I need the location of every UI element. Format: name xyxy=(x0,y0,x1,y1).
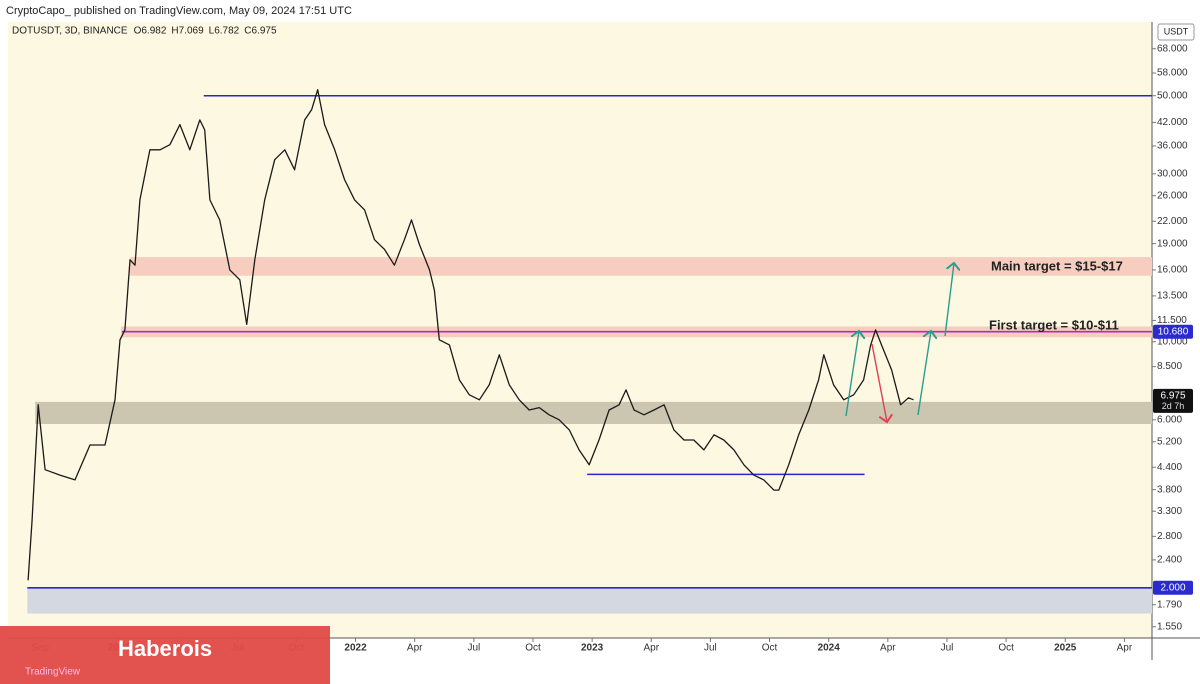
x-tick-label: 2024 xyxy=(818,643,841,654)
currency: USDT xyxy=(1164,26,1189,36)
y-tick-label: 2.400 xyxy=(1157,555,1182,566)
level-badge-label: 2.000 xyxy=(1160,582,1185,593)
arrow xyxy=(917,331,931,416)
y-tick-label: 36.000 xyxy=(1157,141,1188,152)
zone xyxy=(130,257,1152,276)
y-tick-label: 26.000 xyxy=(1157,190,1188,201)
y-tick-label: 68.000 xyxy=(1157,43,1188,54)
ohlc-key: O xyxy=(134,26,142,37)
x-tick-label: 2025 xyxy=(1054,643,1077,654)
y-tick-label: 58.000 xyxy=(1157,68,1188,79)
y-tick-label: 19.000 xyxy=(1157,238,1188,249)
ohlc-key: L xyxy=(209,26,215,37)
x-tick-label: Jul xyxy=(467,643,480,654)
y-tick-label: 3.800 xyxy=(1157,484,1182,495)
y-tick-label: 8.500 xyxy=(1157,361,1182,372)
x-tick-label: Apr xyxy=(1117,643,1133,654)
x-tick-label: 2022 xyxy=(344,643,367,654)
x-tick-label: Oct xyxy=(998,643,1014,654)
ohlc-value: 6.982 xyxy=(141,26,166,37)
y-tick-label: 22.000 xyxy=(1157,216,1188,227)
ohlc-key: C xyxy=(244,26,251,37)
y-tick-label: 1.790 xyxy=(1157,599,1182,610)
y-tick-label: 3.300 xyxy=(1157,506,1182,517)
x-tick-label: Apr xyxy=(643,643,659,654)
y-tick-label: 13.500 xyxy=(1157,291,1188,302)
zone xyxy=(27,587,1152,614)
arrow xyxy=(871,343,887,422)
y-tick-label: 50.000 xyxy=(1157,90,1188,101)
x-tick-label: Apr xyxy=(407,643,423,654)
symbol: DOTUSDT, 3D, BINANCE xyxy=(12,26,128,37)
y-tick-label: 16.000 xyxy=(1157,265,1188,276)
last-price-badge xyxy=(1153,388,1193,413)
annotation: First target = $10-$11 xyxy=(989,317,1119,332)
level-badge-label: 10.680 xyxy=(1158,326,1189,337)
y-tick-label: 1.550 xyxy=(1157,621,1182,632)
ohlc-value: 7.069 xyxy=(179,26,204,37)
zone xyxy=(35,401,1153,424)
currency-box xyxy=(1157,23,1195,41)
watermark: Haberois xyxy=(118,636,212,661)
footer-logo: TradingView xyxy=(25,667,81,678)
ohlc-key: H xyxy=(171,26,178,37)
ohlc-value: 6.782 xyxy=(214,26,239,37)
y-tick-label: 30.000 xyxy=(1157,168,1188,179)
price-line xyxy=(27,89,914,581)
y-tick-label: 11.500 xyxy=(1157,315,1187,326)
countdown: 2d 7h xyxy=(1162,401,1185,411)
y-tick-label: 4.400 xyxy=(1157,462,1182,473)
arrows xyxy=(845,263,954,422)
publisher: CryptoCapo_ published on TradingView.com… xyxy=(6,5,352,17)
y-tick-label: 42.000 xyxy=(1157,117,1188,128)
y-tick-label: 2.800 xyxy=(1157,531,1182,542)
x-tick-label: 2023 xyxy=(581,643,604,654)
y-tick-label: 6.000 xyxy=(1157,414,1182,425)
x-tick-label: Oct xyxy=(762,643,778,654)
x-tick-label: Apr xyxy=(880,643,896,654)
level-badge xyxy=(1153,324,1193,339)
x-tick-label: Jul xyxy=(941,643,954,654)
y-tick-label: 10.000 xyxy=(1157,336,1188,347)
level-badge xyxy=(1153,580,1193,595)
annotation: Main target = $15-$17 xyxy=(991,258,1123,273)
y-tick-label: 5.200 xyxy=(1157,436,1182,447)
x-tick-label: Oct xyxy=(525,643,541,654)
last-price: 6.975 xyxy=(1160,390,1185,401)
watermark-box xyxy=(0,626,330,684)
arrow xyxy=(845,331,859,417)
x-tick-label: Jul xyxy=(704,643,717,654)
arrow xyxy=(944,263,954,337)
ohlc-value: 6.975 xyxy=(251,26,276,37)
